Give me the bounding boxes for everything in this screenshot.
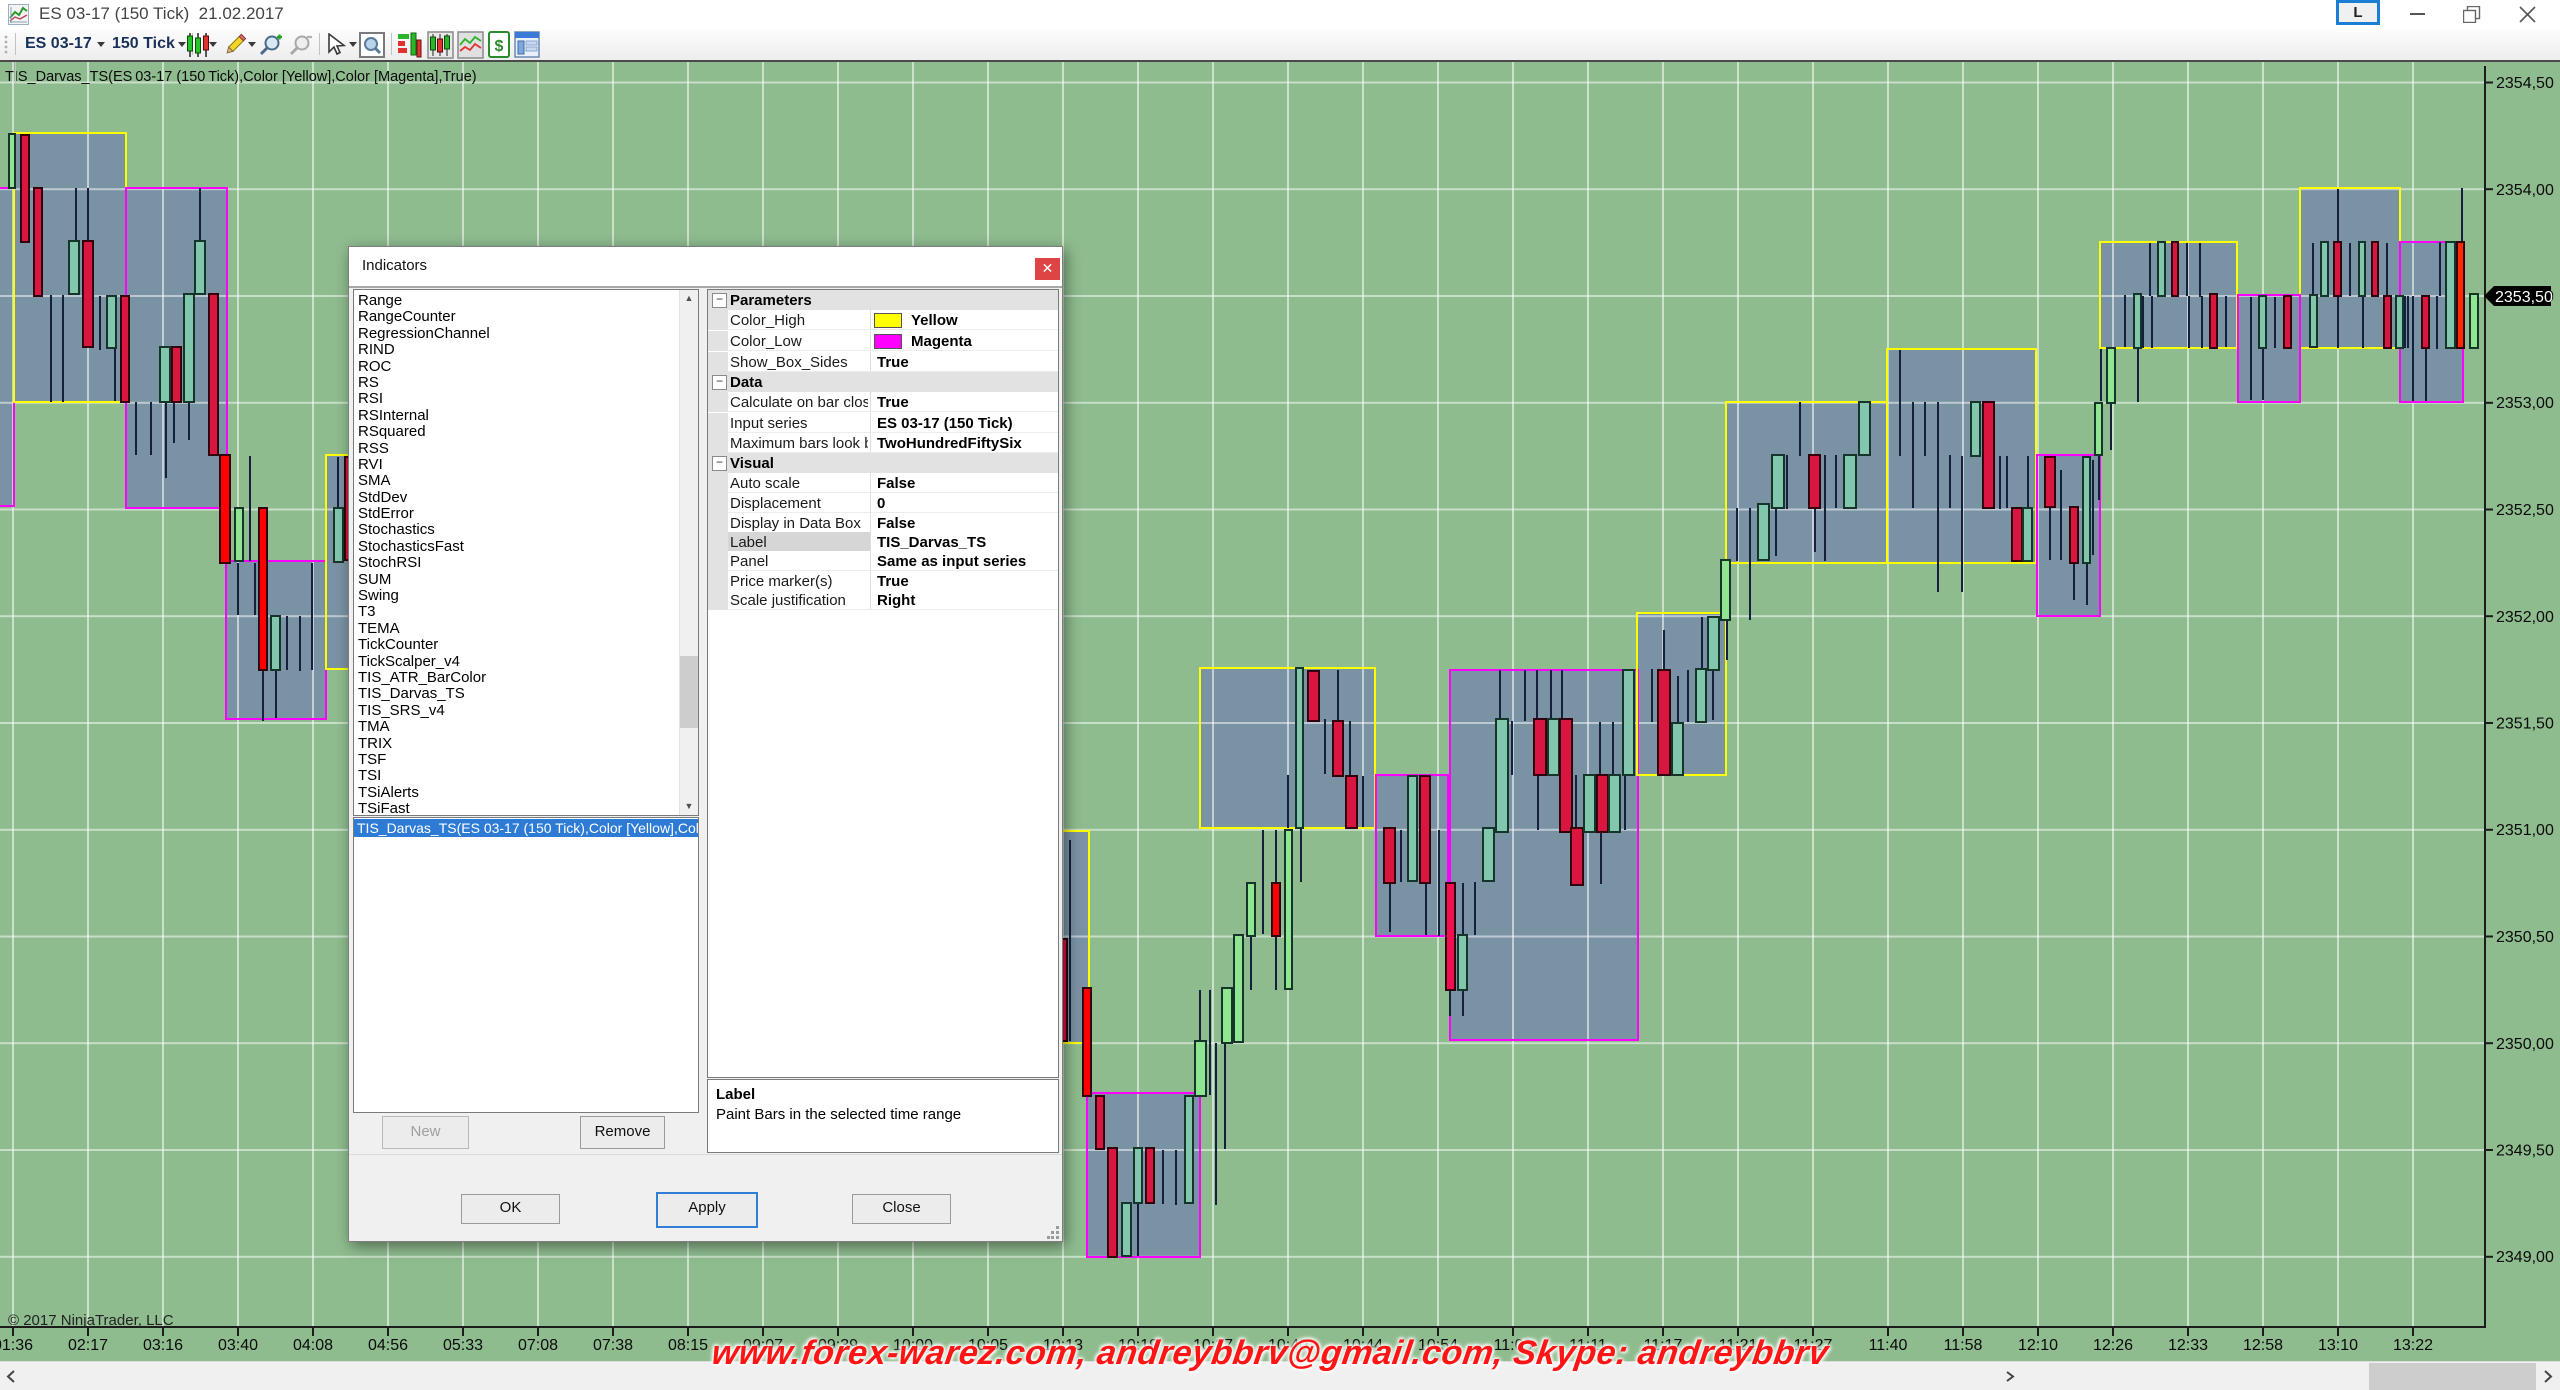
svg-text:11:11: 11:11 — [1569, 1337, 1607, 1354]
svg-text:07:08: 07:08 — [518, 1337, 558, 1354]
svg-text:11:17: 11:17 — [1644, 1337, 1683, 1354]
svg-text:2351,00: 2351,00 — [2496, 822, 2554, 839]
svg-text:12:26: 12:26 — [2093, 1337, 2133, 1354]
svg-text:05:33: 05:33 — [443, 1337, 483, 1354]
svg-text:11:21: 11:21 — [1719, 1337, 1758, 1354]
svg-text:2350,00: 2350,00 — [2496, 1036, 2554, 1053]
svg-text:09:39: 09:39 — [818, 1337, 858, 1354]
svg-text:2352,50: 2352,50 — [2496, 502, 2554, 519]
svg-text:12:10: 12:10 — [2018, 1337, 2058, 1354]
svg-text:2354,50: 2354,50 — [2496, 75, 2554, 92]
svg-text:2353,50: 2353,50 — [2495, 289, 2553, 306]
svg-text:10:27: 10:27 — [1193, 1337, 1233, 1354]
svg-text:2353,00: 2353,00 — [2496, 395, 2554, 412]
svg-text:10:54: 10:54 — [1418, 1337, 1458, 1354]
svg-text:03:16: 03:16 — [143, 1337, 183, 1354]
svg-text:07:38: 07:38 — [593, 1337, 633, 1354]
svg-text:12:33: 12:33 — [2168, 1337, 2208, 1354]
svg-text:12:58: 12:58 — [2243, 1337, 2283, 1354]
svg-text:11:27: 11:27 — [1794, 1337, 1833, 1354]
svg-text:04:08: 04:08 — [293, 1337, 333, 1354]
svg-text:01:36: 01:36 — [0, 1337, 33, 1354]
svg-text:04:56: 04:56 — [368, 1337, 408, 1354]
svg-text:$: $ — [495, 38, 504, 55]
svg-text:2352,00: 2352,00 — [2496, 609, 2554, 626]
svg-text:11:03: 11:03 — [1494, 1337, 1533, 1354]
svg-text:2349,50: 2349,50 — [2496, 1143, 2554, 1160]
svg-text:10:05: 10:05 — [968, 1337, 1008, 1354]
svg-text:© 2017 NinjaTrader, LLC: © 2017 NinjaTrader, LLC — [8, 1312, 174, 1329]
svg-text:09:07: 09:07 — [743, 1337, 783, 1354]
svg-text:2354,00: 2354,00 — [2496, 182, 2554, 199]
svg-text:13:22: 13:22 — [2393, 1337, 2433, 1354]
svg-text:10:19: 10:19 — [1118, 1337, 1158, 1354]
svg-text:11:58: 11:58 — [1944, 1337, 1983, 1354]
svg-text:10:13: 10:13 — [1043, 1337, 1083, 1354]
svg-text:08:15: 08:15 — [668, 1337, 708, 1354]
svg-text:11:40: 11:40 — [1869, 1337, 1908, 1354]
svg-text:10:00: 10:00 — [893, 1337, 933, 1354]
svg-text:03:40: 03:40 — [218, 1337, 258, 1354]
svg-text:2351,50: 2351,50 — [2496, 716, 2554, 733]
svg-text:02:17: 02:17 — [68, 1337, 108, 1354]
svg-text:10:44: 10:44 — [1343, 1337, 1383, 1354]
svg-text:TIS_Darvas_TS(ES 03-17 (150 Ti: TIS_Darvas_TS(ES 03-17 (150 Tick),Color … — [5, 69, 477, 85]
svg-text:10:40: 10:40 — [1268, 1337, 1308, 1354]
svg-text:2349,00: 2349,00 — [2496, 1249, 2554, 1266]
svg-text:2350,50: 2350,50 — [2496, 929, 2554, 946]
svg-text:13:10: 13:10 — [2318, 1337, 2358, 1354]
